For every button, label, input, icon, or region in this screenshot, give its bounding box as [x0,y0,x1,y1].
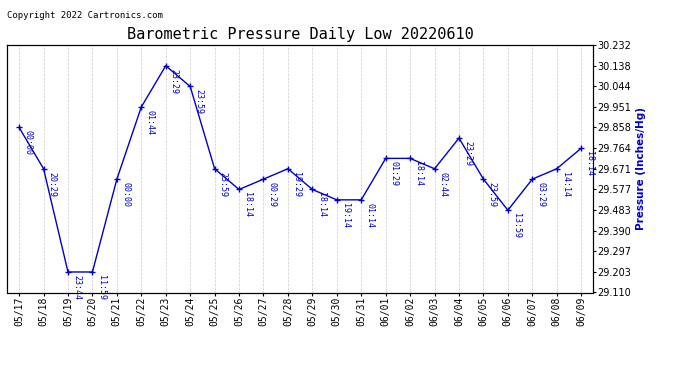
Text: 00:00: 00:00 [121,182,130,207]
Text: 03:29: 03:29 [536,182,546,207]
Text: 00:29: 00:29 [268,182,277,207]
Text: 23:44: 23:44 [72,275,81,300]
Y-axis label: Pressure (Inches/Hg): Pressure (Inches/Hg) [636,107,646,230]
Text: 19:29: 19:29 [292,171,301,196]
Text: 00:00: 00:00 [23,130,32,155]
Text: 13:59: 13:59 [512,213,521,238]
Title: Barometric Pressure Daily Low 20220610: Barometric Pressure Daily Low 20220610 [127,27,473,42]
Text: 01:29: 01:29 [390,161,399,186]
Text: 11:59: 11:59 [97,275,106,300]
Text: 01:14: 01:14 [366,202,375,228]
Text: Copyright 2022 Cartronics.com: Copyright 2022 Cartronics.com [7,11,163,20]
Text: 14:14: 14:14 [561,171,570,196]
Text: 23:29: 23:29 [463,141,472,166]
Text: 18:14: 18:14 [414,161,423,186]
Text: 23:59: 23:59 [488,182,497,207]
Text: 18:14: 18:14 [317,192,326,217]
Text: 01:44: 01:44 [146,110,155,135]
Text: 20:29: 20:29 [48,171,57,196]
Text: 23:59: 23:59 [195,89,204,114]
Text: 02:44: 02:44 [439,171,448,196]
Text: 23:59: 23:59 [219,171,228,196]
Text: 23:29: 23:29 [170,69,179,93]
Text: 18:14: 18:14 [585,151,594,176]
Text: 18:14: 18:14 [243,192,253,217]
Text: 19:14: 19:14 [341,202,350,228]
